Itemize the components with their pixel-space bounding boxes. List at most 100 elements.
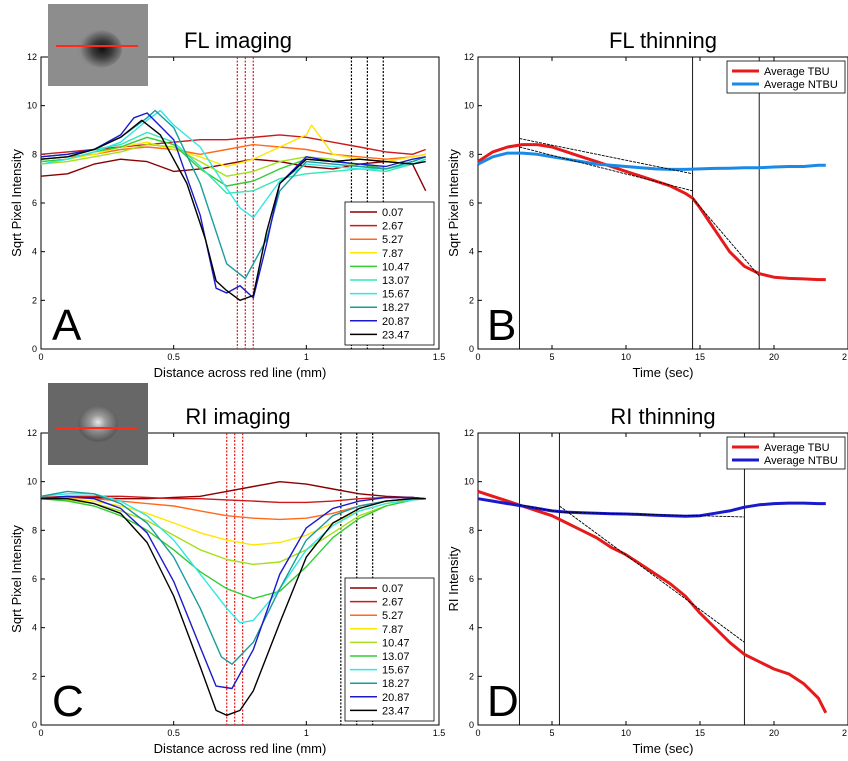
y-tick-label: 10 — [27, 101, 37, 111]
x-tick-label: 1 — [304, 728, 309, 738]
fit-segment — [559, 505, 745, 643]
series-line-5 — [40, 498, 426, 600]
chart-title: FL thinning — [609, 28, 717, 53]
fit-segment — [692, 197, 760, 277]
panel-letter: D — [487, 677, 519, 726]
y-tick-label: 4 — [469, 247, 474, 257]
legend-entry-label: Average TBU — [764, 66, 830, 78]
series-line-0 — [477, 489, 828, 714]
legend-entry-label: 23.47 — [382, 705, 410, 717]
x-tick-label: 0.5 — [167, 352, 180, 362]
x-tick-label: 15 — [695, 728, 705, 738]
legend-entry-label: Average NTBU — [764, 455, 838, 467]
legend-entry-label: 5.27 — [382, 234, 403, 246]
thumbnail-dark-spot — [78, 30, 122, 68]
legend-entry-label: 7.87 — [382, 624, 403, 636]
series-line-4 — [40, 498, 426, 566]
x-axis-label: Time (sec) — [633, 365, 694, 380]
y-tick-label: 8 — [32, 149, 37, 159]
legend-entry-label: 18.27 — [382, 678, 410, 690]
x-tick-label: 20 — [769, 728, 779, 738]
series-line-9 — [41, 498, 426, 716]
legend-entry-label: 23.47 — [382, 329, 410, 341]
legend-box — [726, 60, 846, 94]
chart-panel-c: 0 0.5 1 1.5 0 2 4 6 8 10 12 RI imaging Distance acro… — [9, 404, 445, 756]
y-tick-label: 12 — [464, 52, 474, 62]
fit-segment — [519, 146, 693, 192]
y-tick-label: 6 — [32, 198, 37, 208]
legend-entry-label: 7.87 — [382, 248, 403, 260]
legend-entry-label: 13.07 — [382, 275, 410, 287]
x-tick-label: 10 — [621, 728, 631, 738]
series-line-2 — [40, 143, 426, 160]
series-line-0 — [40, 158, 427, 192]
legend-entry-label: 13.07 — [382, 651, 410, 663]
y-tick-label: 12 — [464, 428, 474, 438]
x-tick-label: 5 — [549, 728, 554, 738]
x-tick-label: 10 — [621, 352, 631, 362]
series-line-5 — [40, 136, 426, 187]
legend-entry-label: 15.67 — [382, 665, 410, 677]
y-tick-label: 0 — [32, 720, 37, 730]
y-tick-label: 8 — [32, 525, 37, 535]
y-axis-label: Sqrt Pixel Intensity — [446, 149, 461, 257]
legend-box — [726, 436, 846, 470]
x-tick-label: 0.5 — [167, 728, 180, 738]
legend-entry-label: 2.67 — [382, 221, 403, 233]
y-axis-label: Sqrt Pixel Intensity — [9, 149, 24, 257]
fit-segment — [519, 138, 693, 175]
legend-entry-label: Average NTBU — [764, 79, 838, 91]
y-tick-label: 8 — [469, 149, 474, 159]
y-tick-label: 4 — [32, 247, 37, 257]
legend-entry-label: 10.47 — [382, 261, 410, 273]
legend-entry-label: 0.07 — [382, 207, 403, 219]
y-tick-label: 12 — [27, 428, 37, 438]
y-tick-label: 8 — [469, 525, 474, 535]
series-line-1 — [40, 495, 426, 504]
ri-eye-image-icon — [48, 383, 148, 465]
x-tick-label: 15 — [695, 352, 705, 362]
y-axis-label: RI Intensity — [446, 546, 461, 612]
x-axis-label: Distance across red line (mm) — [154, 365, 327, 380]
panel-letter: B — [487, 301, 516, 350]
legend-entry-label: 5.27 — [382, 610, 403, 622]
y-tick-label: 0 — [469, 344, 474, 354]
y-tick-label: 6 — [32, 574, 37, 584]
plot-frame — [477, 56, 848, 350]
legend-entry-label: 20.87 — [382, 692, 410, 704]
fit-segment — [519, 504, 560, 513]
series-line-10 — [40, 119, 426, 301]
x-tick-label: 1.5 — [433, 352, 446, 362]
chart-title: RI imaging — [185, 404, 290, 429]
x-tick-label: 1.5 — [433, 728, 446, 738]
legend-entry-label: 18.27 — [382, 302, 410, 314]
x-tick-label: 5 — [549, 352, 554, 362]
thumbnail-bright-spot — [78, 406, 118, 442]
y-tick-label: 2 — [32, 671, 37, 681]
y-tick-label: 0 — [469, 720, 474, 730]
y-tick-label: 0 — [32, 344, 37, 354]
y-tick-label: 10 — [464, 477, 474, 487]
y-tick-label: 2 — [32, 295, 37, 305]
legend-entry-label: 0.07 — [382, 583, 403, 595]
y-tick-label: 10 — [464, 101, 474, 111]
x-tick-label: 0 — [475, 728, 480, 738]
y-tick-label: 2 — [469, 295, 474, 305]
legend-entry-label: Average TBU — [764, 442, 830, 454]
x-tick-label: 1 — [304, 352, 309, 362]
x-tick-label: 0 — [38, 728, 43, 738]
fl-eye-image-icon — [48, 4, 148, 86]
legend-entry-label: 10.47 — [382, 637, 410, 649]
legend-entry-label: 20.87 — [382, 316, 410, 328]
series-line-7 — [40, 109, 426, 219]
chart-title: FL imaging — [184, 28, 292, 53]
series-line-9 — [40, 112, 426, 299]
x-axis-label: Time (sec) — [633, 741, 694, 756]
x-axis-label: Distance across red line (mm) — [154, 741, 327, 756]
series-line-6 — [40, 493, 426, 624]
legend-entry-label: 15.67 — [382, 289, 410, 301]
legend-entry-label: 2.67 — [382, 597, 403, 609]
x-tick-label: 20 — [769, 352, 779, 362]
